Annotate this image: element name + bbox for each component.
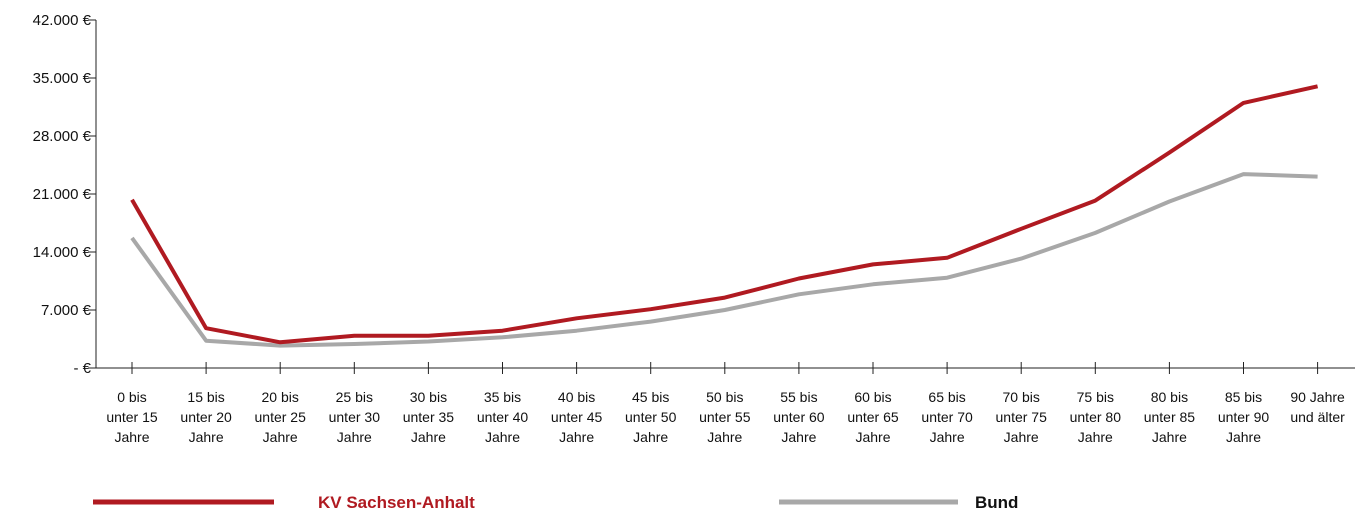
y-tick-label: 14.000 € bbox=[33, 244, 92, 261]
x-tick-label-line: Jahre bbox=[114, 429, 149, 445]
x-tick-label-line: 80 bis bbox=[1151, 389, 1188, 405]
x-tick-label: 90 Jahre und älter bbox=[1290, 389, 1345, 425]
y-tick-label: 35.000 € bbox=[33, 70, 92, 87]
x-tick-label-line: unter 30 bbox=[329, 409, 381, 425]
x-tick-label: 35 bis unter 40 Jahre bbox=[477, 389, 529, 445]
y-tick-label: 7.000 € bbox=[41, 302, 92, 319]
x-tick-label: 30 bis unter 35 Jahre bbox=[403, 389, 455, 445]
x-tick-label: 55 bis unter 60 Jahre bbox=[773, 389, 825, 445]
x-tick-label-line: 30 bis bbox=[410, 389, 447, 405]
y-tick-label: - € bbox=[73, 360, 91, 377]
x-tick-label-line: 40 bis bbox=[558, 389, 595, 405]
y-tick-label: 21.000 € bbox=[33, 186, 92, 203]
x-tick-label-line: unter 55 bbox=[699, 409, 751, 425]
x-tick-label-line: unter 45 bbox=[551, 409, 603, 425]
x-tick-label-line: unter 90 bbox=[1218, 409, 1270, 425]
x-tick-label-line: unter 40 bbox=[477, 409, 529, 425]
x-tick-label-line: unter 50 bbox=[625, 409, 677, 425]
x-tick-label-line: 25 bis bbox=[336, 389, 373, 405]
x-tick-label: 40 bis unter 45 Jahre bbox=[551, 389, 603, 445]
x-tick-label-line: Jahre bbox=[1004, 429, 1039, 445]
x-tick-label-line: unter 65 bbox=[847, 409, 899, 425]
x-tick-label-line: Jahre bbox=[559, 429, 594, 445]
x-tick-label-line: 65 bis bbox=[928, 389, 965, 405]
series-line-kv-sachsen-anhalt bbox=[130, 84, 1319, 345]
x-tick-label: 70 bis unter 75 Jahre bbox=[996, 389, 1048, 445]
x-tick-label: 80 bis unter 85 Jahre bbox=[1144, 389, 1196, 445]
x-tick-label-line: unter 20 bbox=[180, 409, 232, 425]
x-tick-label-line: Jahre bbox=[263, 429, 298, 445]
x-tick-label: 45 bis unter 50 Jahre bbox=[625, 389, 677, 445]
x-tick-label-line: 15 bis bbox=[187, 389, 224, 405]
x-tick-label-line: 0 bis bbox=[117, 389, 147, 405]
legend-label: Bund bbox=[975, 493, 1018, 512]
x-tick-label-line: 60 bis bbox=[854, 389, 891, 405]
x-tick-label-line: 85 bis bbox=[1225, 389, 1262, 405]
x-tick-label-line: Jahre bbox=[855, 429, 890, 445]
x-tick-label: 15 bis unter 20 Jahre bbox=[180, 389, 232, 445]
x-tick-label-line: Jahre bbox=[485, 429, 520, 445]
x-tick-label: 25 bis unter 30 Jahre bbox=[329, 389, 381, 445]
x-tick-label: 60 bis unter 65 Jahre bbox=[847, 389, 899, 445]
legend-label: KV Sachsen-Anhalt bbox=[318, 493, 475, 512]
x-tick-label-line: 55 bis bbox=[780, 389, 817, 405]
x-tick-label: 0 bis unter 15 Jahre bbox=[106, 389, 158, 445]
x-tick-label: 65 bis unter 70 Jahre bbox=[921, 389, 973, 445]
x-tick-label-line: Jahre bbox=[1152, 429, 1187, 445]
x-tick-label-line: unter 15 bbox=[106, 409, 158, 425]
x-tick-label-line: Jahre bbox=[633, 429, 668, 445]
x-tick-label-line: 90 Jahre bbox=[1290, 389, 1345, 405]
x-tick-label-line: unter 25 bbox=[255, 409, 307, 425]
x-tick-label-line: unter 75 bbox=[996, 409, 1048, 425]
y-tick-label: 28.000 € bbox=[33, 128, 92, 145]
x-tick-label-line: unter 70 bbox=[921, 409, 973, 425]
x-tick-label-line: unter 35 bbox=[403, 409, 455, 425]
x-tick-label: 20 bis unter 25 Jahre bbox=[255, 389, 307, 445]
x-tick-label: 85 bis unter 90 Jahre bbox=[1218, 389, 1270, 445]
y-tick-label: 42.000 € bbox=[33, 12, 92, 29]
x-tick-label-line: 75 bis bbox=[1077, 389, 1114, 405]
x-tick-label-line: 50 bis bbox=[706, 389, 743, 405]
x-tick-label-line: Jahre bbox=[1226, 429, 1261, 445]
x-tick-label-line: Jahre bbox=[781, 429, 816, 445]
x-tick-label-line: unter 80 bbox=[1070, 409, 1122, 425]
x-tick-label-line: 45 bis bbox=[632, 389, 669, 405]
x-tick-label-line: unter 60 bbox=[773, 409, 825, 425]
x-tick-label-line: und älter bbox=[1290, 409, 1345, 425]
x-tick-label-line: unter 85 bbox=[1144, 409, 1196, 425]
x-tick-label: 75 bis unter 80 Jahre bbox=[1070, 389, 1122, 445]
x-tick-label-line: Jahre bbox=[707, 429, 742, 445]
x-tick-label-line: Jahre bbox=[411, 429, 446, 445]
x-tick-label-line: 70 bis bbox=[1003, 389, 1040, 405]
x-tick-label: 50 bis unter 55 Jahre bbox=[699, 389, 751, 445]
series-line-bund bbox=[130, 172, 1318, 348]
x-tick-label-line: 35 bis bbox=[484, 389, 521, 405]
x-tick-label-line: Jahre bbox=[1078, 429, 1113, 445]
x-tick-label-line: 20 bis bbox=[262, 389, 299, 405]
x-tick-label-line: Jahre bbox=[337, 429, 372, 445]
x-tick-label-line: Jahre bbox=[189, 429, 224, 445]
x-tick-label-line: Jahre bbox=[930, 429, 965, 445]
